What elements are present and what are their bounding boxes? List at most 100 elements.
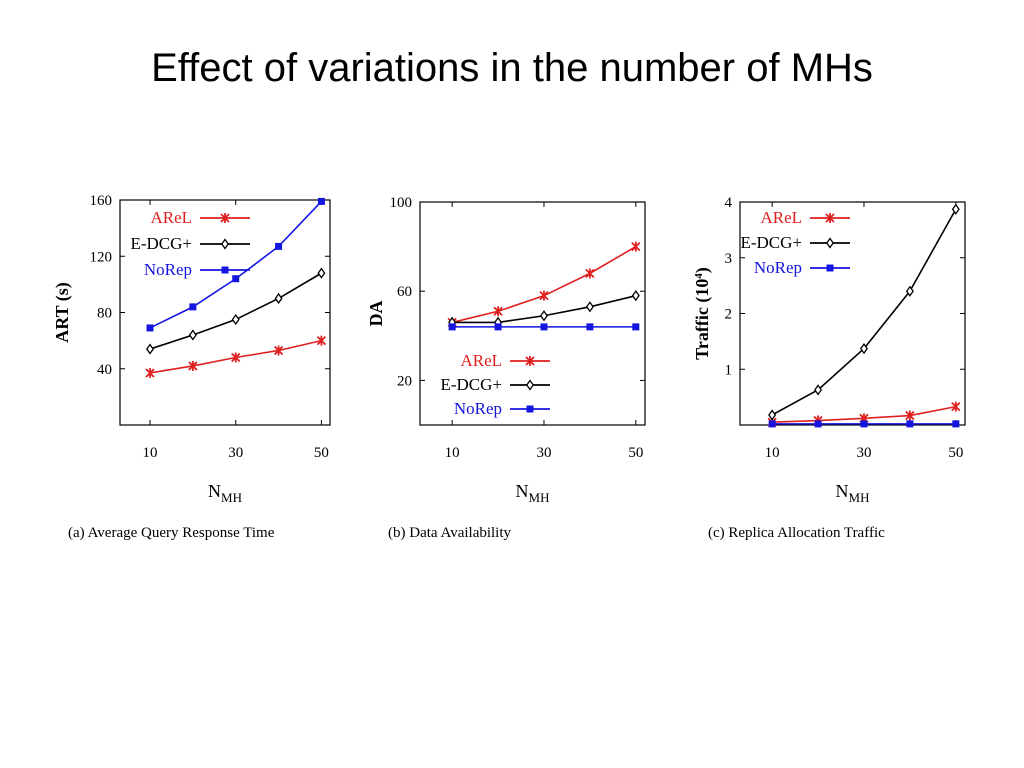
x-axis-title: NMH	[836, 481, 870, 505]
series-norep	[768, 420, 960, 428]
y-tick-label: 20	[397, 373, 412, 389]
legend-label-arel: AReL	[460, 351, 502, 370]
marker-norep	[826, 264, 834, 272]
marker-arel	[188, 360, 198, 371]
y-tick-label: 120	[90, 249, 113, 265]
marker-edcg	[221, 238, 229, 250]
marker-norep	[221, 266, 229, 274]
y-axis-title-main: DA	[366, 301, 386, 327]
x-tick-label: 30	[228, 445, 243, 461]
y-axis-title: DA	[366, 301, 386, 327]
marker-arel	[905, 410, 915, 421]
legend: AReL E-DCG+ NoRep	[740, 208, 850, 277]
y-tick-label: 80	[97, 306, 112, 322]
marker-norep	[586, 323, 594, 331]
x-axis-title-main: N	[836, 481, 849, 501]
marker-arel	[231, 352, 241, 363]
x-axis-title: NMH	[208, 481, 242, 505]
series-norep	[146, 197, 325, 332]
plot-frame	[419, 201, 646, 426]
y-axis-title-main: Traffic (10	[692, 279, 713, 360]
y-axis-title: Traffic (104)	[692, 267, 713, 360]
marker-arel	[539, 290, 549, 301]
marker-norep	[526, 405, 534, 413]
marker-norep	[814, 420, 822, 428]
marker-norep	[906, 420, 914, 428]
legend-label-e-dcg: E-DCG+	[440, 375, 502, 394]
x-axis-title: NMH	[516, 481, 550, 505]
x-tick-label: 50	[314, 445, 329, 461]
marker-edcg	[768, 409, 777, 421]
marker-norep	[632, 323, 640, 331]
chart-caption: (c) Replica Allocation Traffic	[708, 525, 885, 541]
x-tick-label: 30	[536, 445, 551, 461]
legend: AReL E-DCG+ NoRep	[440, 351, 550, 418]
x-tick-label: 10	[765, 445, 780, 461]
y-tick-label: 100	[390, 195, 413, 211]
marker-norep	[146, 324, 154, 332]
y-tick-label: 40	[97, 362, 112, 378]
legend-label-norep: NoRep	[454, 399, 502, 418]
marker-norep	[860, 420, 868, 428]
legend: AReL E-DCG+ NoRep	[130, 208, 250, 279]
marker-edcg	[826, 237, 834, 249]
marker-edcg	[631, 290, 640, 302]
legend-label-e-dcg: E-DCG+	[740, 233, 802, 252]
series-e-dcg	[768, 203, 960, 421]
marker-arel	[951, 401, 961, 412]
marker-edcg	[585, 301, 594, 313]
marker-norep	[952, 420, 960, 428]
marker-norep	[317, 197, 325, 205]
marker-edcg	[188, 329, 197, 341]
x-axis-title-sub: MH	[529, 490, 550, 505]
legend-label-norep: NoRep	[754, 258, 802, 277]
marker-edcg	[146, 343, 154, 355]
y-axis-title: ART (s)	[52, 282, 73, 343]
marker-norep	[768, 420, 776, 428]
chart-da: 20 60 100 10 30 50 NMH DA AReL E-DCG+ NoRep (b) Dat…	[366, 195, 646, 541]
y-tick-label: 60	[397, 284, 412, 300]
x-tick-label: 50	[628, 445, 643, 461]
x-axis-title-sub: MH	[221, 490, 242, 505]
legend-label-norep: NoRep	[144, 260, 192, 279]
marker-norep	[540, 323, 548, 331]
marker-norep	[275, 242, 283, 250]
x-axis-title-sub: MH	[849, 490, 870, 505]
x-tick-label: 50	[948, 445, 963, 461]
legend-label-arel: AReL	[150, 208, 192, 227]
marker-edcg	[274, 292, 283, 305]
series-line-e-dcg	[149, 272, 322, 350]
y-tick-label: 160	[90, 193, 113, 209]
marker-edcg	[814, 384, 823, 396]
x-tick-label: 30	[856, 445, 871, 461]
marker-arel	[493, 306, 503, 317]
y-tick-label: 1	[725, 362, 733, 378]
series-norep	[448, 323, 640, 331]
chart-caption: (a) Average Query Response Time	[68, 525, 275, 541]
marker-norep	[189, 303, 197, 311]
chart-art: 40 80 120 160 10 30 50 NMH ART (s) AReL E-DCG+ NoRe…	[52, 193, 331, 541]
marker-edcg	[231, 313, 240, 326]
marker-arel	[316, 335, 327, 346]
y-tick-label: 3	[725, 251, 733, 267]
marker-norep	[232, 275, 240, 283]
series-arel	[145, 335, 327, 378]
marker-edcg	[539, 310, 548, 322]
marker-edcg	[905, 285, 914, 297]
x-tick-label: 10	[143, 445, 158, 461]
x-axis-title-main: N	[516, 481, 529, 501]
marker-arel	[220, 213, 230, 223]
marker-arel	[145, 367, 155, 378]
marker-arel	[631, 241, 641, 252]
x-axis-title-main: N	[208, 481, 221, 501]
y-axis-title-main: ART (s)	[52, 282, 73, 343]
x-tick-label: 10	[445, 445, 460, 461]
y-tick-label: 4	[725, 195, 733, 211]
marker-edcg	[951, 203, 960, 215]
marker-arel	[585, 268, 595, 279]
marker-arel	[825, 213, 835, 223]
series-e-dcg	[146, 267, 326, 355]
slide-title: Effect of variations in the number of MH…	[151, 46, 873, 90]
legend-label-arel: AReL	[760, 208, 802, 227]
